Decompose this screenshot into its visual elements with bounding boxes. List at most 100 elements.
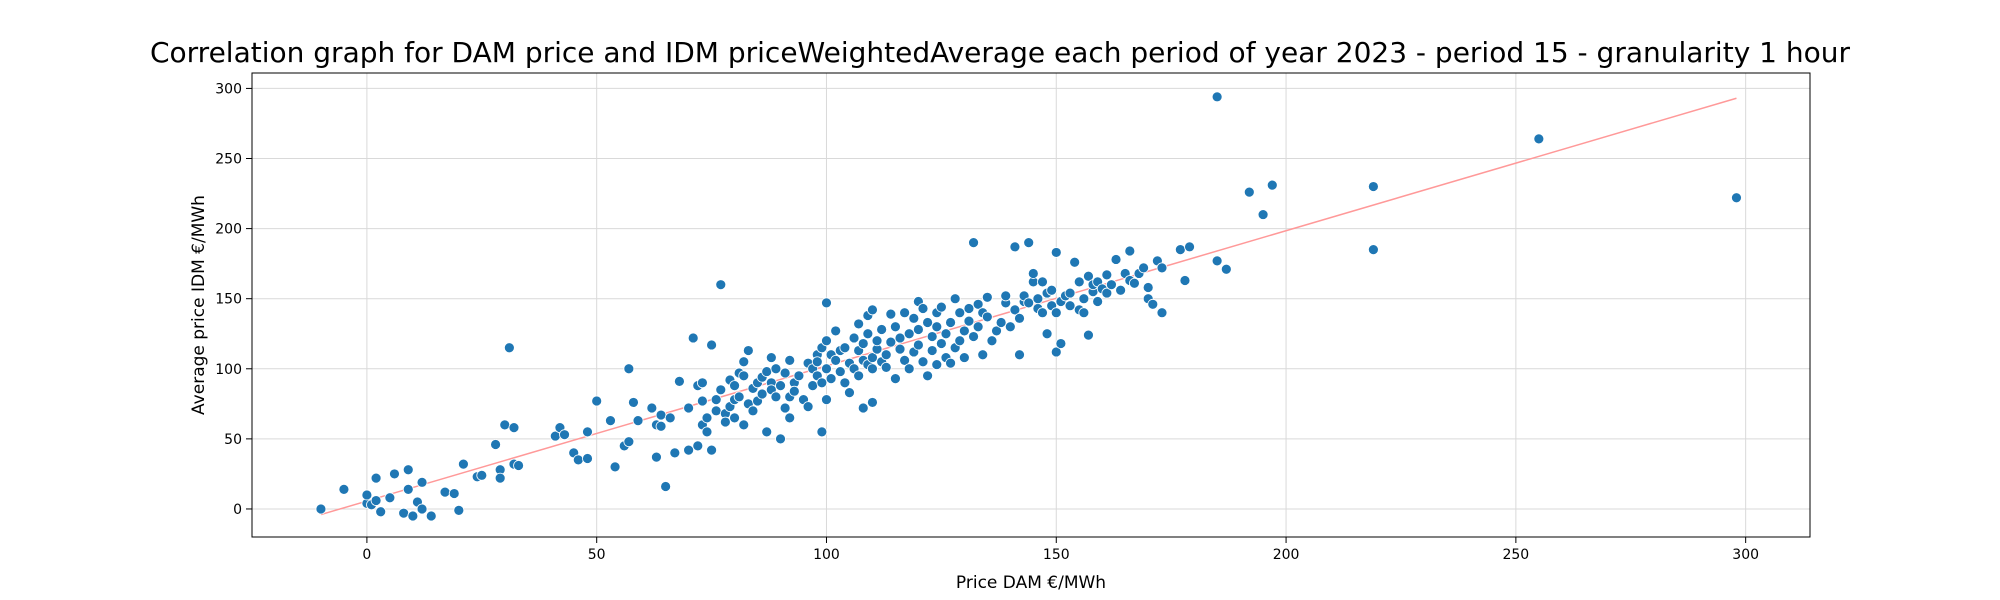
data-point xyxy=(894,343,906,355)
data-point xyxy=(425,510,437,522)
data-point xyxy=(885,308,897,320)
data-point xyxy=(991,325,1002,337)
data-point xyxy=(513,460,524,471)
data-point xyxy=(559,429,570,441)
data-point xyxy=(775,433,786,445)
data-point xyxy=(416,503,428,515)
data-point xyxy=(761,366,773,377)
data-point xyxy=(903,363,915,375)
data-point xyxy=(402,464,414,476)
data-point xyxy=(913,339,924,351)
data-point xyxy=(1000,290,1012,302)
data-point xyxy=(715,279,727,291)
data-point xyxy=(1156,307,1168,319)
data-point xyxy=(968,237,979,249)
data-point xyxy=(1211,255,1223,267)
data-point xyxy=(821,394,832,406)
data-point xyxy=(669,447,681,459)
data-point xyxy=(871,335,883,347)
data-point xyxy=(361,489,373,501)
data-point xyxy=(972,298,984,310)
data-point xyxy=(784,412,796,424)
data-point xyxy=(954,307,966,319)
data-point xyxy=(315,503,327,515)
data-point xyxy=(1055,338,1067,349)
data-point xyxy=(926,331,938,342)
data-point xyxy=(398,507,410,519)
data-point xyxy=(655,420,667,432)
data-point xyxy=(857,338,869,349)
data-point xyxy=(609,461,621,473)
data-point xyxy=(963,315,975,327)
data-point xyxy=(935,338,947,349)
data-point xyxy=(1050,346,1062,358)
y-tick-label: 0 xyxy=(233,502,242,518)
data-point xyxy=(499,419,511,431)
y-axis-label: Average price IDM €/MWh xyxy=(189,195,209,415)
data-point xyxy=(582,453,593,464)
data-point xyxy=(793,370,805,382)
data-point xyxy=(407,510,419,522)
data-point xyxy=(1243,186,1255,198)
data-point xyxy=(1124,245,1136,257)
data-point xyxy=(1179,275,1191,286)
data-point xyxy=(1092,296,1104,307)
data-point xyxy=(917,303,929,314)
data-point xyxy=(945,357,956,369)
data-point xyxy=(922,370,933,382)
data-point xyxy=(958,352,970,363)
data-point xyxy=(1266,179,1278,191)
data-point xyxy=(674,375,685,387)
data-point xyxy=(981,311,993,323)
data-point xyxy=(945,317,956,328)
data-point xyxy=(1115,284,1127,296)
data-point xyxy=(1101,269,1113,281)
data-point xyxy=(687,332,699,344)
data-point xyxy=(651,451,662,463)
data-point xyxy=(747,405,759,417)
y-tick-label: 300 xyxy=(215,81,242,97)
data-point xyxy=(503,342,515,354)
data-point xyxy=(880,361,892,373)
data-point xyxy=(692,440,704,452)
data-point xyxy=(706,444,717,456)
data-point xyxy=(816,426,828,438)
y-tick-label: 50 xyxy=(224,432,242,448)
data-point xyxy=(1041,328,1053,340)
data-point xyxy=(1083,270,1094,282)
data-point xyxy=(1147,298,1159,310)
data-point xyxy=(949,293,961,305)
data-point xyxy=(770,391,782,403)
data-point xyxy=(839,377,851,389)
x-tick-label: 150 xyxy=(1043,547,1070,563)
data-point xyxy=(913,324,924,335)
data-point xyxy=(508,422,520,434)
data-point xyxy=(1014,312,1025,324)
data-point xyxy=(899,354,911,366)
data-point xyxy=(715,384,727,396)
data-point xyxy=(632,415,644,427)
data-point xyxy=(821,363,832,375)
y-tick-label: 150 xyxy=(215,292,242,308)
data-point xyxy=(1023,297,1035,309)
data-point xyxy=(1027,268,1039,279)
data-point xyxy=(816,377,828,389)
data-point xyxy=(1073,276,1085,288)
x-axis-ticks: 0 50 100 150 200 250 300 xyxy=(362,537,1759,563)
data-point xyxy=(779,367,791,379)
plot-frame xyxy=(251,72,1811,538)
data-point xyxy=(476,469,488,481)
data-point xyxy=(1064,300,1076,312)
data-point xyxy=(710,394,722,406)
data-point xyxy=(940,328,952,340)
data-point xyxy=(1156,262,1168,274)
data-point xyxy=(738,370,750,382)
data-point xyxy=(885,336,897,348)
data-point xyxy=(1110,254,1122,265)
data-point xyxy=(628,397,639,408)
data-point xyxy=(389,468,400,480)
data-point xyxy=(844,387,855,399)
data-point xyxy=(784,354,796,366)
data-point xyxy=(1078,293,1090,305)
